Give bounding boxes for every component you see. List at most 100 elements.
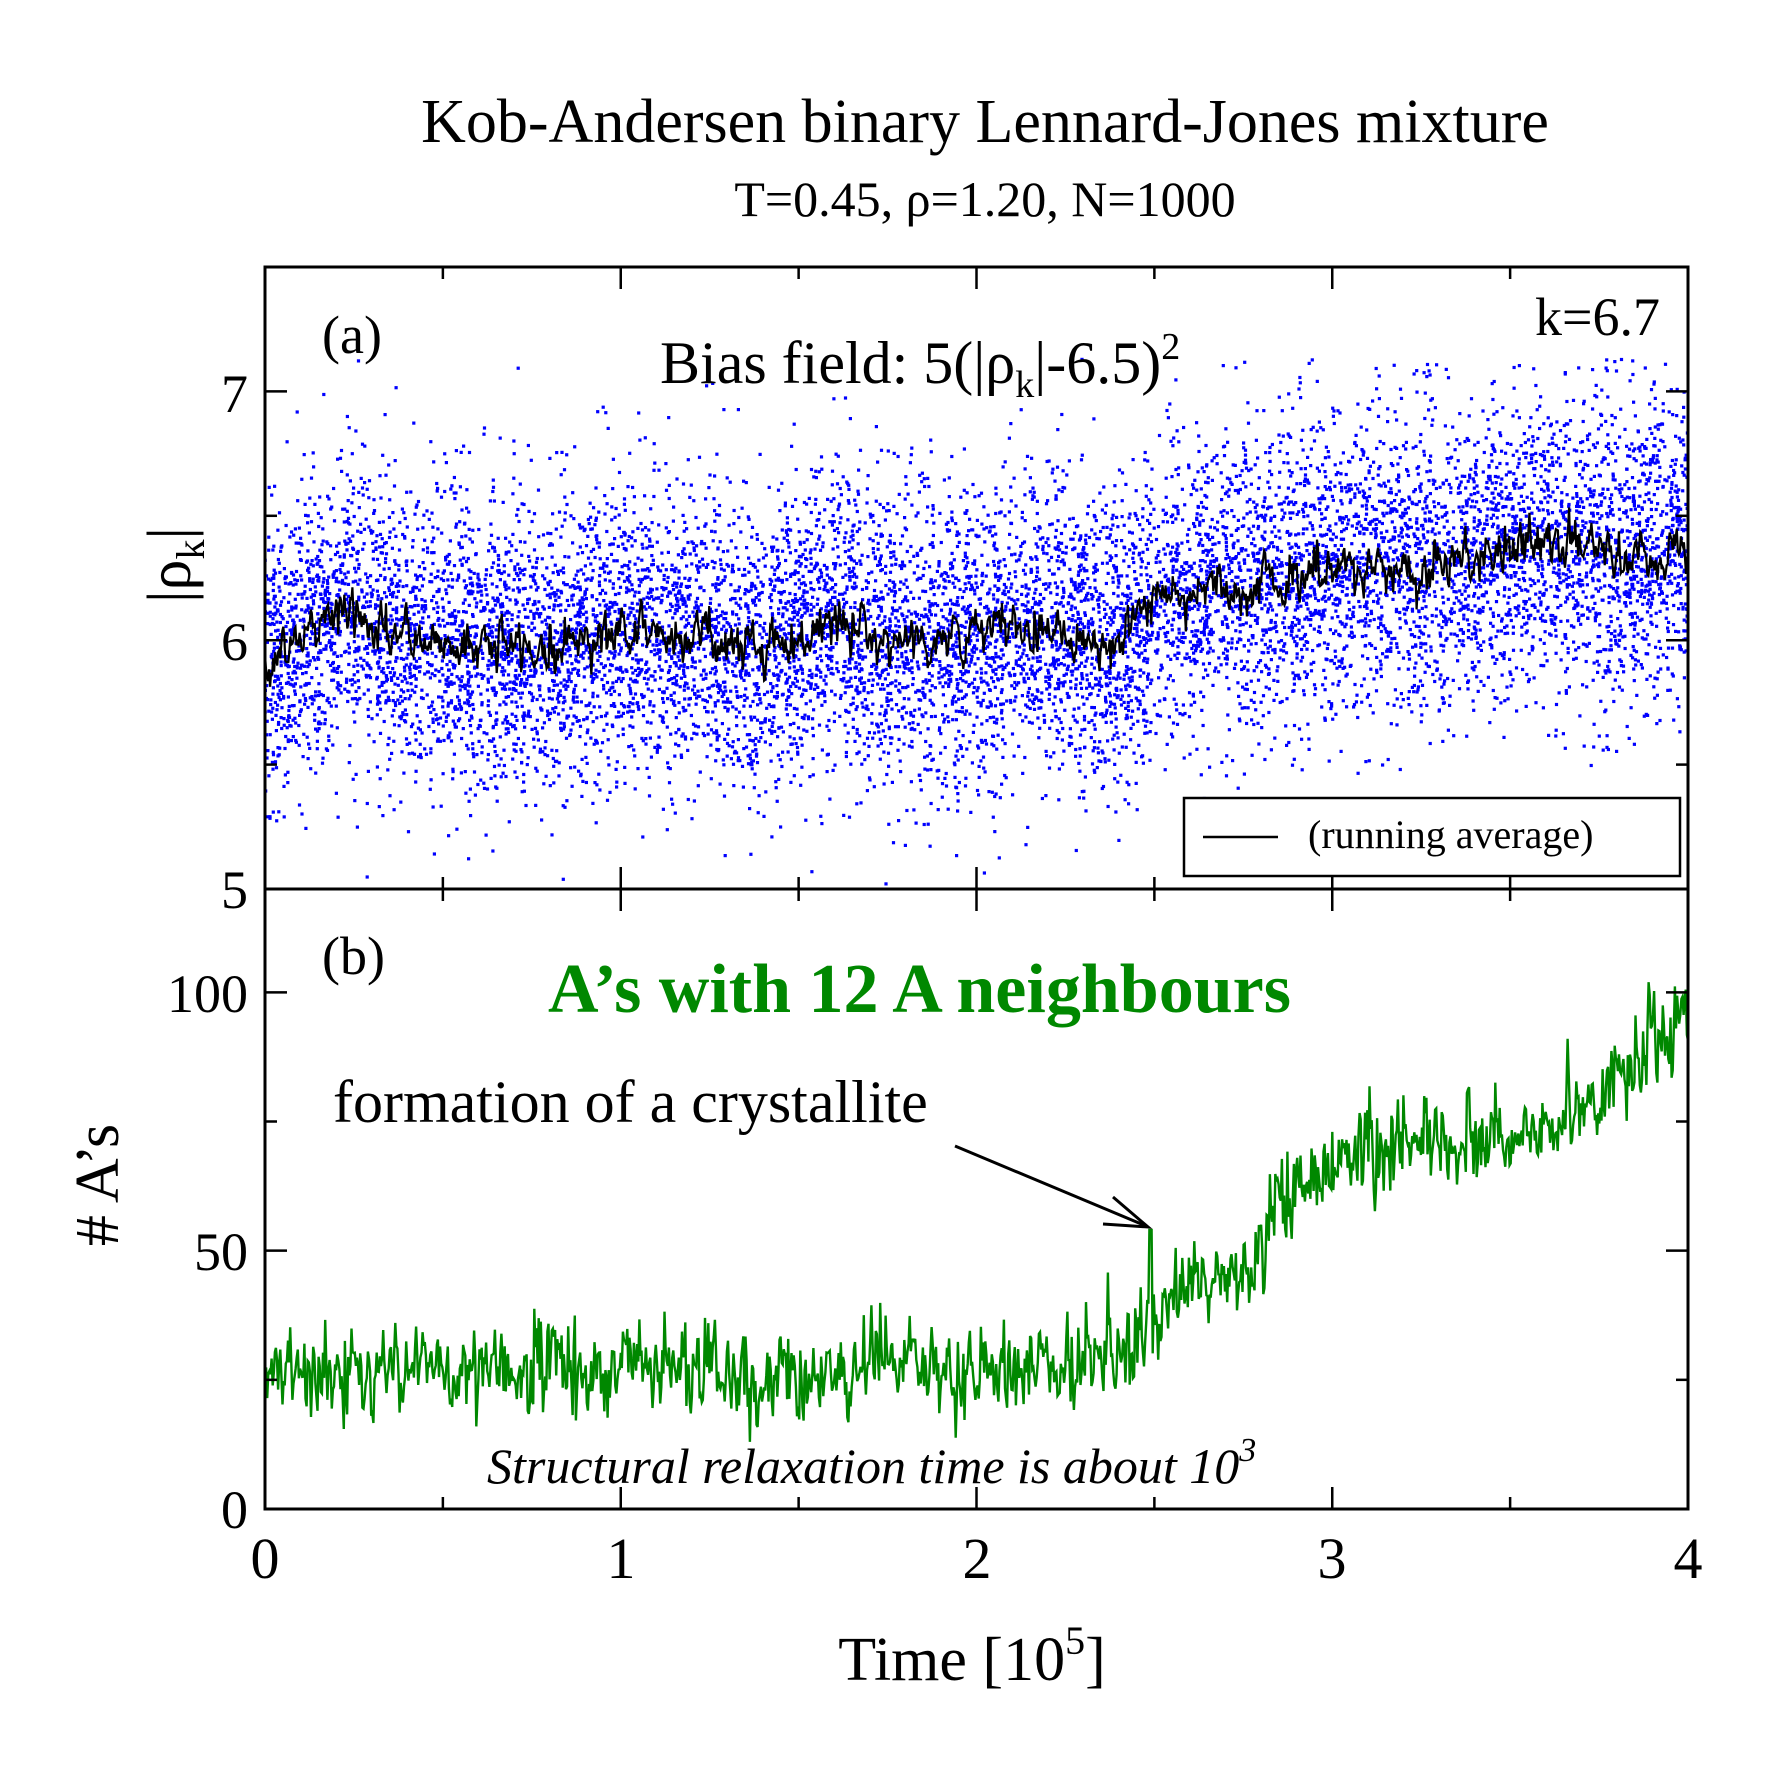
a-scatter-point — [1117, 671, 1121, 675]
a-scatter-point — [642, 694, 646, 698]
a-scatter-point — [1477, 660, 1481, 664]
a-scatter-point — [1656, 460, 1660, 464]
a-scatter-point — [1080, 552, 1084, 556]
a-scatter-point — [1284, 608, 1288, 612]
a-scatter-point — [1224, 557, 1228, 561]
a-scatter-point — [964, 776, 968, 780]
a-scatter-point — [1166, 544, 1170, 548]
a-scatter-point — [1151, 630, 1155, 634]
a-scatter-point — [1224, 774, 1229, 778]
a-scatter-point — [739, 695, 743, 699]
a-scatter-point — [1119, 773, 1123, 777]
a-scatter-point — [278, 620, 282, 625]
a-scatter-point — [1252, 669, 1256, 673]
a-scatter-point — [313, 694, 318, 698]
a-scatter-point — [1524, 704, 1528, 708]
a-scatter-point — [1231, 610, 1235, 614]
a-scatter-point — [501, 645, 505, 649]
a-scatter-point — [569, 680, 573, 684]
a-scatter-point — [1652, 522, 1656, 526]
a-scatter-point — [657, 568, 661, 572]
a-scatter-point — [798, 564, 802, 568]
a-scatter-point — [372, 498, 376, 502]
a-scatter-point — [1057, 717, 1061, 721]
a-scatter-point — [405, 713, 409, 717]
a-scatter-point — [606, 657, 610, 661]
a-scatter-point — [820, 467, 824, 471]
a-scatter-point — [713, 519, 717, 523]
a-scatter-point — [1303, 632, 1308, 637]
a-scatter-point — [1083, 727, 1087, 731]
a-scatter-point — [311, 451, 315, 455]
a-scatter-point — [471, 752, 475, 756]
a-scatter-point — [324, 644, 328, 648]
a-scatter-point — [1157, 584, 1161, 588]
a-scatter-point — [1529, 453, 1533, 457]
a-scatter-point — [1430, 613, 1434, 618]
a-scatter-point — [1224, 540, 1228, 544]
a-scatter-point — [402, 675, 406, 679]
a-scatter-point — [1262, 538, 1267, 542]
a-scatter-point — [779, 623, 783, 627]
a-scatter-point — [716, 631, 720, 635]
a-scatter-point — [1225, 511, 1229, 515]
a-scatter-point — [322, 647, 326, 651]
a-scatter-point — [762, 814, 766, 818]
a-scatter-point — [923, 767, 927, 771]
a-scatter-point — [1127, 530, 1132, 534]
a-scatter-point — [403, 669, 407, 673]
a-scatter-point — [1063, 708, 1067, 712]
a-scatter-point — [269, 703, 273, 707]
a-scatter-point — [408, 741, 412, 745]
a-scatter-point — [365, 661, 369, 665]
a-scatter-point — [876, 460, 880, 464]
a-scatter-point — [1413, 674, 1417, 678]
a-scatter-point — [975, 670, 979, 674]
a-scatter-point — [1091, 607, 1096, 611]
a-scatter-point — [414, 738, 418, 742]
a-scatter-point — [734, 715, 739, 719]
a-scatter-point — [1633, 507, 1637, 511]
a-scatter-point — [625, 576, 629, 580]
a-scatter-point — [949, 561, 953, 565]
a-scatter-point — [737, 622, 741, 626]
a-scatter-point — [1378, 499, 1382, 503]
a-scatter-point — [1011, 666, 1015, 671]
a-scatter-point — [735, 751, 739, 755]
a-scatter-point — [714, 585, 718, 589]
a-scatter-point — [1175, 656, 1179, 661]
a-scatter-point — [964, 611, 968, 616]
a-scatter-point — [1251, 524, 1256, 528]
a-scatter-point — [645, 601, 649, 605]
a-scatter-point — [850, 546, 854, 550]
a-scatter-point — [982, 871, 986, 875]
a-scatter-point — [676, 553, 680, 557]
a-scatter-point — [293, 578, 297, 582]
a-scatter-point — [509, 651, 514, 655]
a-scatter-point — [388, 498, 392, 502]
a-scatter-point — [1490, 646, 1494, 650]
a-scatter-point — [1295, 634, 1299, 638]
a-scatter-point — [1542, 479, 1546, 483]
a-scatter-point — [1506, 631, 1510, 635]
a-scatter-point — [1277, 529, 1281, 533]
a-scatter-point — [1622, 670, 1626, 674]
a-scatter-point — [1299, 438, 1303, 442]
a-scatter-point — [1501, 528, 1506, 532]
a-scatter-point — [361, 547, 365, 551]
a-scatter-point — [666, 575, 670, 580]
a-scatter-point — [905, 549, 909, 554]
a-scatter-point — [1284, 651, 1289, 655]
a-scatter-point — [520, 704, 524, 708]
a-scatter-point — [1355, 522, 1359, 526]
a-scatter-point — [339, 570, 343, 575]
a-scatter-point — [1533, 617, 1537, 621]
a-scatter-point — [1594, 557, 1598, 561]
a-scatter-point — [569, 706, 573, 710]
a-scatter-point — [1116, 674, 1120, 678]
a-scatter-point — [1157, 676, 1161, 680]
a-scatter-point — [633, 668, 638, 672]
a-scatter-point — [606, 738, 610, 742]
a-scatter-point — [559, 634, 563, 639]
a-scatter-point — [1033, 602, 1037, 606]
